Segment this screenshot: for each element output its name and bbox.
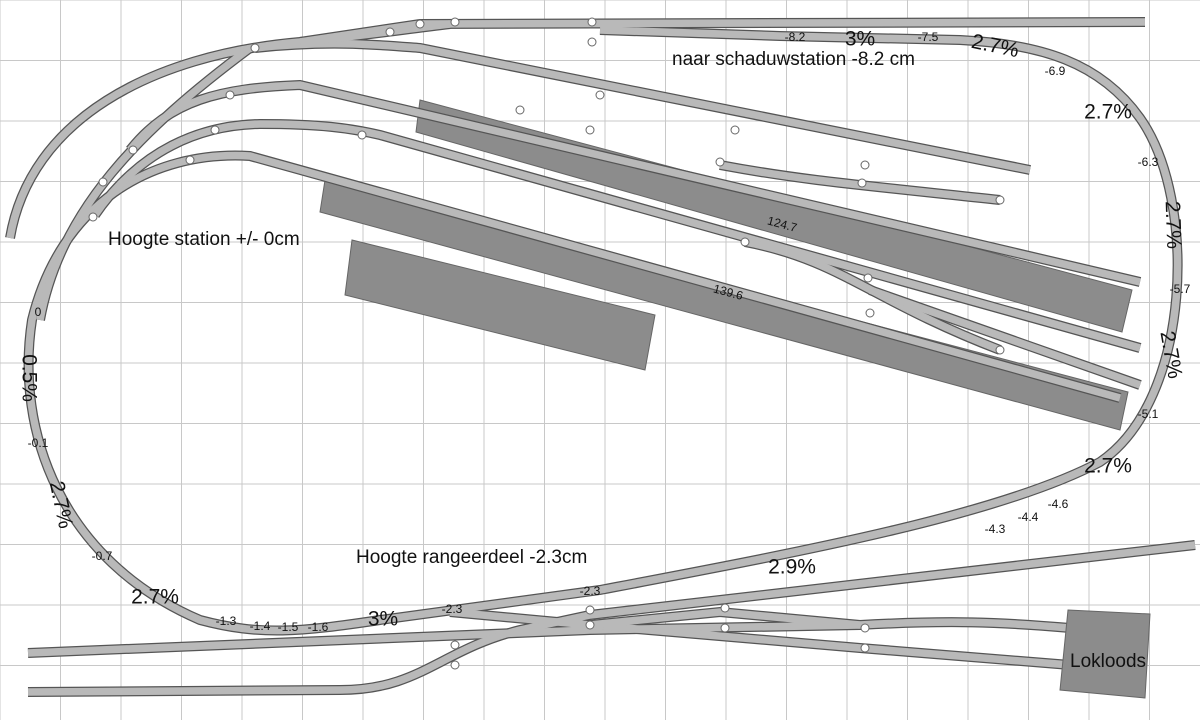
- track-joint: [860, 160, 870, 170]
- height-label: -0.7: [92, 549, 113, 563]
- track-joint: [715, 157, 725, 167]
- track-joint: [995, 195, 1005, 205]
- track: [299, 20, 451, 46]
- station-height: Hoogte station +/- 0cm: [108, 229, 300, 250]
- height-label: -2.3: [580, 584, 601, 598]
- height-label: -1.6: [308, 620, 329, 634]
- track: [27, 541, 1196, 696]
- grade-label: 0.5%: [17, 354, 40, 402]
- grade-label: 2.7%: [1084, 455, 1132, 478]
- height-label: -8.2: [785, 30, 806, 44]
- track: [6, 18, 1146, 239]
- grade-label: 2.9%: [768, 556, 816, 579]
- height-label: -4.6: [1048, 497, 1069, 511]
- grade-label: 2.7%: [131, 586, 179, 609]
- track: [719, 161, 1001, 204]
- track-joint: [587, 37, 597, 47]
- track: [868, 286, 1142, 389]
- track-joint: [128, 145, 138, 155]
- track-joint: [587, 17, 597, 27]
- track-joint: [450, 660, 460, 670]
- track-joint: [585, 125, 595, 135]
- height-label: -5.1: [1138, 407, 1159, 421]
- track-joint: [98, 177, 108, 187]
- yard-height: Hoogte rangeerdeel -2.3cm: [356, 547, 587, 568]
- track: [449, 608, 1071, 669]
- track: [589, 608, 861, 629]
- track-joint: [185, 155, 195, 165]
- height-label: -4.4: [1018, 510, 1039, 524]
- height-label: -5.7: [1170, 282, 1191, 296]
- track-joint: [250, 43, 260, 53]
- track-joint: [88, 212, 98, 222]
- grade-label: 2.7%: [45, 479, 77, 531]
- platform: [344, 239, 656, 371]
- track: [91, 120, 1142, 352]
- track: [744, 238, 1002, 354]
- height-label: -6.3: [1138, 155, 1159, 169]
- height-label: -0.1: [28, 436, 49, 450]
- track: [36, 44, 253, 321]
- track-joint: [415, 19, 425, 29]
- height-label: -7.5: [918, 30, 939, 44]
- track-joint: [857, 178, 867, 188]
- engine-shed-label: Lokloods: [1070, 651, 1146, 672]
- track: [254, 39, 1031, 174]
- height-label: 0: [35, 305, 42, 319]
- track-joint: [860, 623, 870, 633]
- track-joint: [515, 105, 525, 115]
- track-joint: [720, 603, 730, 613]
- track-joint: [740, 237, 750, 247]
- height-label: -1.4: [250, 619, 271, 633]
- track-joint: [357, 130, 367, 140]
- grade-label: 2.7%: [969, 30, 1021, 62]
- track-joint: [450, 17, 460, 27]
- tracks: [5, 17, 1196, 697]
- shadow-station: naar schaduwstation -8.2 cm: [672, 49, 915, 70]
- track-joint: [450, 640, 460, 650]
- height-label: -1.3: [216, 614, 237, 628]
- track-joint: [720, 623, 730, 633]
- track-joint: [860, 643, 870, 653]
- height-label: -4.3: [985, 522, 1006, 536]
- track-joint: [385, 27, 395, 37]
- track-joint: [585, 620, 595, 630]
- track-joint: [585, 605, 595, 615]
- labels: Hoogte station +/- 0cm naar schaduwstati…: [17, 28, 1190, 672]
- track-outline: [5, 17, 1146, 239]
- track-joint: [863, 273, 873, 283]
- height-label: -2.3: [442, 602, 463, 616]
- track-outline: [35, 43, 253, 321]
- track-joint: [730, 125, 740, 135]
- height-label: -1.5: [278, 620, 299, 634]
- track-joint: [995, 345, 1005, 355]
- grade-label: 3%: [368, 608, 398, 631]
- track: [24, 26, 1182, 635]
- grade-label: 2.7%: [1084, 101, 1132, 124]
- track-joint: [865, 308, 875, 318]
- grade-label: 3%: [845, 28, 875, 51]
- height-label: -6.9: [1045, 64, 1066, 78]
- engine-shed: [1059, 609, 1151, 699]
- track-joint: [210, 125, 220, 135]
- track-joint: [595, 90, 605, 100]
- track-joint: [225, 90, 235, 100]
- grade-label: 2.7%: [1161, 201, 1186, 250]
